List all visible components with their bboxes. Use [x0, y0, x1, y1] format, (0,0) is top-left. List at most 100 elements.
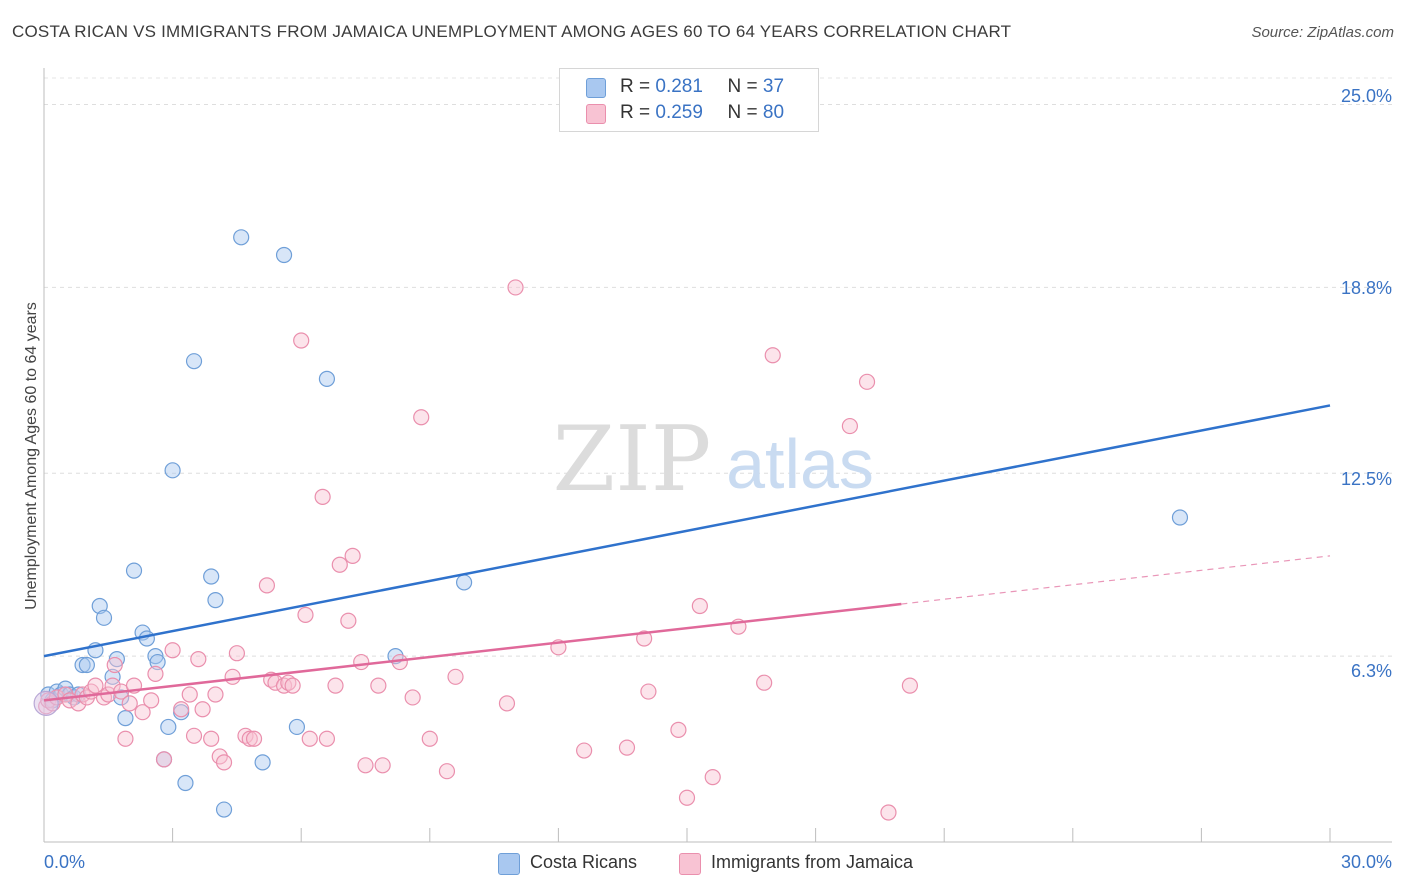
- legend-label: Costa Ricans: [530, 852, 638, 872]
- jamaica-point: [194, 701, 211, 718]
- jamaica-point: [318, 730, 336, 747]
- stats-text: R = 0.281 N = 37: [620, 76, 784, 98]
- costa-ricans-point: [215, 801, 233, 818]
- jamaica-point: [344, 547, 361, 564]
- watermark-zip: ZIP: [553, 407, 712, 512]
- stats-text: R = 0.259 N = 80: [620, 102, 784, 124]
- costa-ricans-point: [318, 370, 336, 387]
- jamaica-point: [143, 692, 160, 709]
- r-value: 0.259: [655, 102, 703, 123]
- jamaica-trend-line-extension: [901, 555, 1331, 605]
- jamaica-point: [447, 668, 464, 685]
- costa-ricans-point: [455, 574, 473, 591]
- jamaica-point: [438, 763, 456, 780]
- r-value: 0.281: [655, 76, 703, 97]
- jamaica-point: [507, 279, 524, 296]
- jamaica-point: [858, 373, 876, 390]
- costa-ricans-point: [203, 568, 220, 585]
- jamaica-point: [756, 674, 773, 691]
- costa-ricans-point: [113, 689, 130, 706]
- jamaica-point: [87, 677, 104, 694]
- costa-ricans-point: [104, 668, 121, 685]
- n-value: 80: [762, 102, 785, 123]
- costa-ricans-point: [288, 718, 306, 736]
- jamaica-point: [155, 751, 173, 768]
- jamaica-point: [181, 686, 198, 703]
- jamaica-point: [203, 730, 220, 747]
- costa-ricans-legend-swatch: [498, 853, 520, 875]
- costa-ricans-point: [275, 246, 293, 264]
- watermark-atlas: atlas: [726, 425, 874, 503]
- watermark: ZIP atlas: [553, 407, 874, 512]
- jamaica-trend-line: [43, 602, 902, 702]
- jamaica-point: [301, 730, 318, 747]
- jamaica-swatch: [586, 104, 606, 124]
- jamaica-point: [404, 689, 421, 706]
- y-tick-label: 12.5%: [1340, 469, 1392, 489]
- jamaica-point: [691, 597, 708, 615]
- jamaica-point: [413, 409, 430, 426]
- costa-ricans-point: [117, 710, 134, 727]
- n-value: 37: [762, 76, 785, 97]
- n-label: N =: [727, 102, 758, 123]
- x-tick-label-min: 0.0%: [44, 852, 86, 872]
- jamaica-point: [284, 677, 301, 694]
- data-points: [33, 229, 1189, 821]
- grid-lines: [44, 77, 1392, 657]
- jamaica-point: [357, 757, 374, 774]
- jamaica-point: [327, 677, 344, 694]
- axes: [43, 68, 1392, 843]
- jamaica-point: [228, 645, 245, 662]
- jamaica-point: [117, 730, 134, 747]
- jamaica-point: [640, 683, 657, 700]
- jamaica-point: [173, 701, 190, 718]
- jamaica-point: [134, 704, 151, 721]
- cluster-point: [33, 690, 59, 716]
- jamaica-point: [353, 653, 370, 671]
- y-tick-label: 25.0%: [1340, 86, 1392, 106]
- jamaica-point: [121, 695, 138, 712]
- jamaica-point: [704, 769, 721, 786]
- jamaica-point: [190, 651, 207, 668]
- jamaica-point: [245, 730, 263, 747]
- costa-ricans-point: [207, 592, 224, 609]
- x-tick-label-max: 30.0%: [1340, 852, 1392, 872]
- costa-ricans-point: [160, 718, 177, 736]
- costa-ricans-point: [233, 229, 250, 246]
- y-tick-label: 6.3%: [1350, 661, 1392, 681]
- jamaica-point: [841, 417, 858, 435]
- jamaica-point: [224, 668, 241, 685]
- jamaica-point: [374, 757, 391, 774]
- stats-legend: R = 0.281 N = 37 R = 0.259 N = 80: [559, 68, 819, 132]
- trend-lines: [43, 404, 1331, 702]
- chart-title: COSTA RICAN VS IMMIGRANTS FROM JAMAICA U…: [12, 22, 1012, 41]
- jamaica-point: [764, 347, 781, 364]
- jamaica-point: [164, 642, 181, 659]
- jamaica-point: [258, 577, 276, 594]
- r-label: R =: [620, 102, 651, 123]
- jamaica-point: [185, 727, 203, 744]
- jamaica-point: [106, 656, 123, 674]
- jamaica-point: [498, 695, 516, 712]
- jamaica-point: [576, 742, 593, 759]
- costa-ricans-point: [1171, 509, 1189, 526]
- jamaica-point: [293, 332, 310, 349]
- jamaica-point: [421, 730, 438, 747]
- costa-ricans-trend-line: [43, 404, 1331, 658]
- costa-ricans-point: [185, 353, 203, 370]
- jamaica-point: [618, 739, 636, 756]
- costa-ricans-point: [138, 630, 155, 647]
- costa-ricans-point: [74, 656, 91, 674]
- jamaica-legend-swatch: [679, 853, 701, 875]
- chart-source: Source: ZipAtlas.com: [1251, 24, 1394, 41]
- y-axis-label: Unemployment Among Ages 60 to 64 years: [23, 302, 40, 610]
- costa-ricans-swatch: [586, 78, 606, 98]
- costa-ricans-point: [254, 754, 271, 771]
- costa-ricans-point: [125, 562, 143, 579]
- costa-ricans-point: [177, 774, 194, 792]
- jamaica-point: [670, 721, 687, 739]
- jamaica-point: [297, 606, 314, 623]
- jamaica-point: [215, 754, 233, 771]
- y-tick-label: 18.8%: [1340, 278, 1392, 298]
